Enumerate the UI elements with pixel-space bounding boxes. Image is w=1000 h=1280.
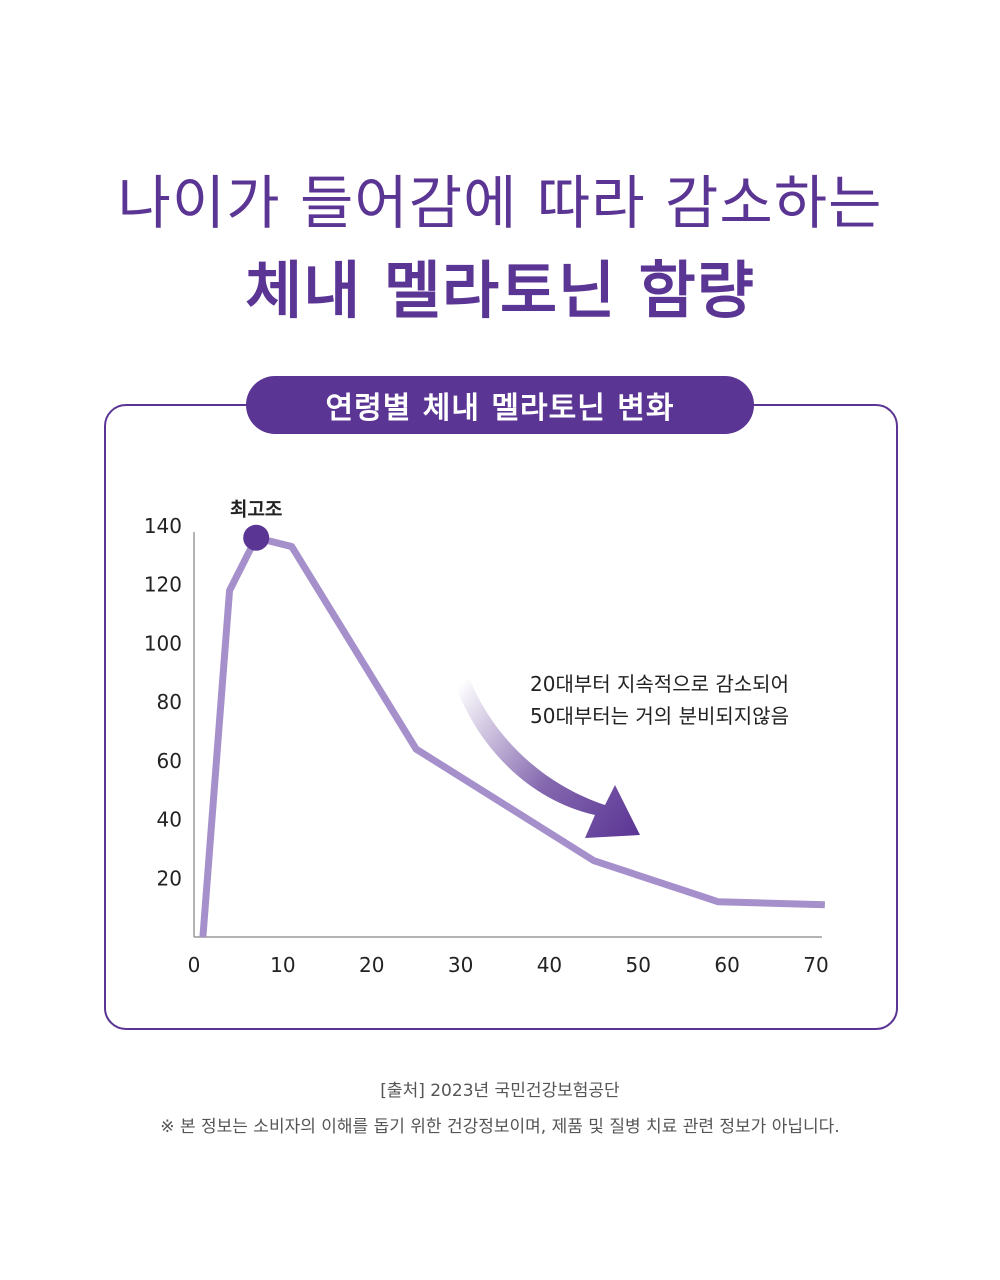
peak-label: 최고조: [230, 499, 282, 521]
x-tick-label: 60: [714, 953, 739, 977]
y-tick-label: 40: [157, 808, 182, 832]
x-tick-label: 10: [270, 953, 295, 977]
y-tick-label: 120: [144, 573, 182, 597]
annotation-line-2: 50대부터는 거의 분비되지않음: [530, 704, 789, 728]
decrease-arrow-icon: [455, 680, 640, 838]
x-tick-label: 0: [188, 953, 201, 977]
y-tick-label: 140: [144, 514, 182, 538]
annotation-line-1: 20대부터 지속적으로 감소되어: [530, 672, 789, 696]
y-tick-label: 100: [144, 631, 182, 655]
x-tick-label: 50: [626, 953, 651, 977]
chart-title-pill: 연령별 체내 멜라토닌 변화: [246, 376, 754, 434]
x-tick-label: 20: [359, 953, 384, 977]
disclaimer-note: ※ 본 정보는 소비자의 이해를 돕기 위한 건강정보이며, 제품 및 질병 치…: [160, 1117, 840, 1137]
source-note: [출처] 2023년 국민건강보험공단: [380, 1081, 620, 1101]
x-tick-label: 40: [537, 953, 562, 977]
x-tick-label: 70: [803, 953, 828, 977]
trend-annotation: 20대부터 지속적으로 감소되어 50대부터는 거의 분비되지않음: [530, 668, 830, 732]
y-tick-label: 20: [157, 866, 182, 890]
peak-marker: [243, 524, 270, 551]
y-tick-label: 60: [157, 749, 182, 773]
headline-line-1: 나이가 들어감에 따라 감소하는: [117, 169, 883, 237]
y-tick-label: 80: [157, 690, 182, 714]
series-line-0: [199, 534, 825, 938]
headline-line-2: 체내 멜라토닌 함량: [245, 254, 755, 327]
x-tick-label: 30: [448, 953, 473, 977]
